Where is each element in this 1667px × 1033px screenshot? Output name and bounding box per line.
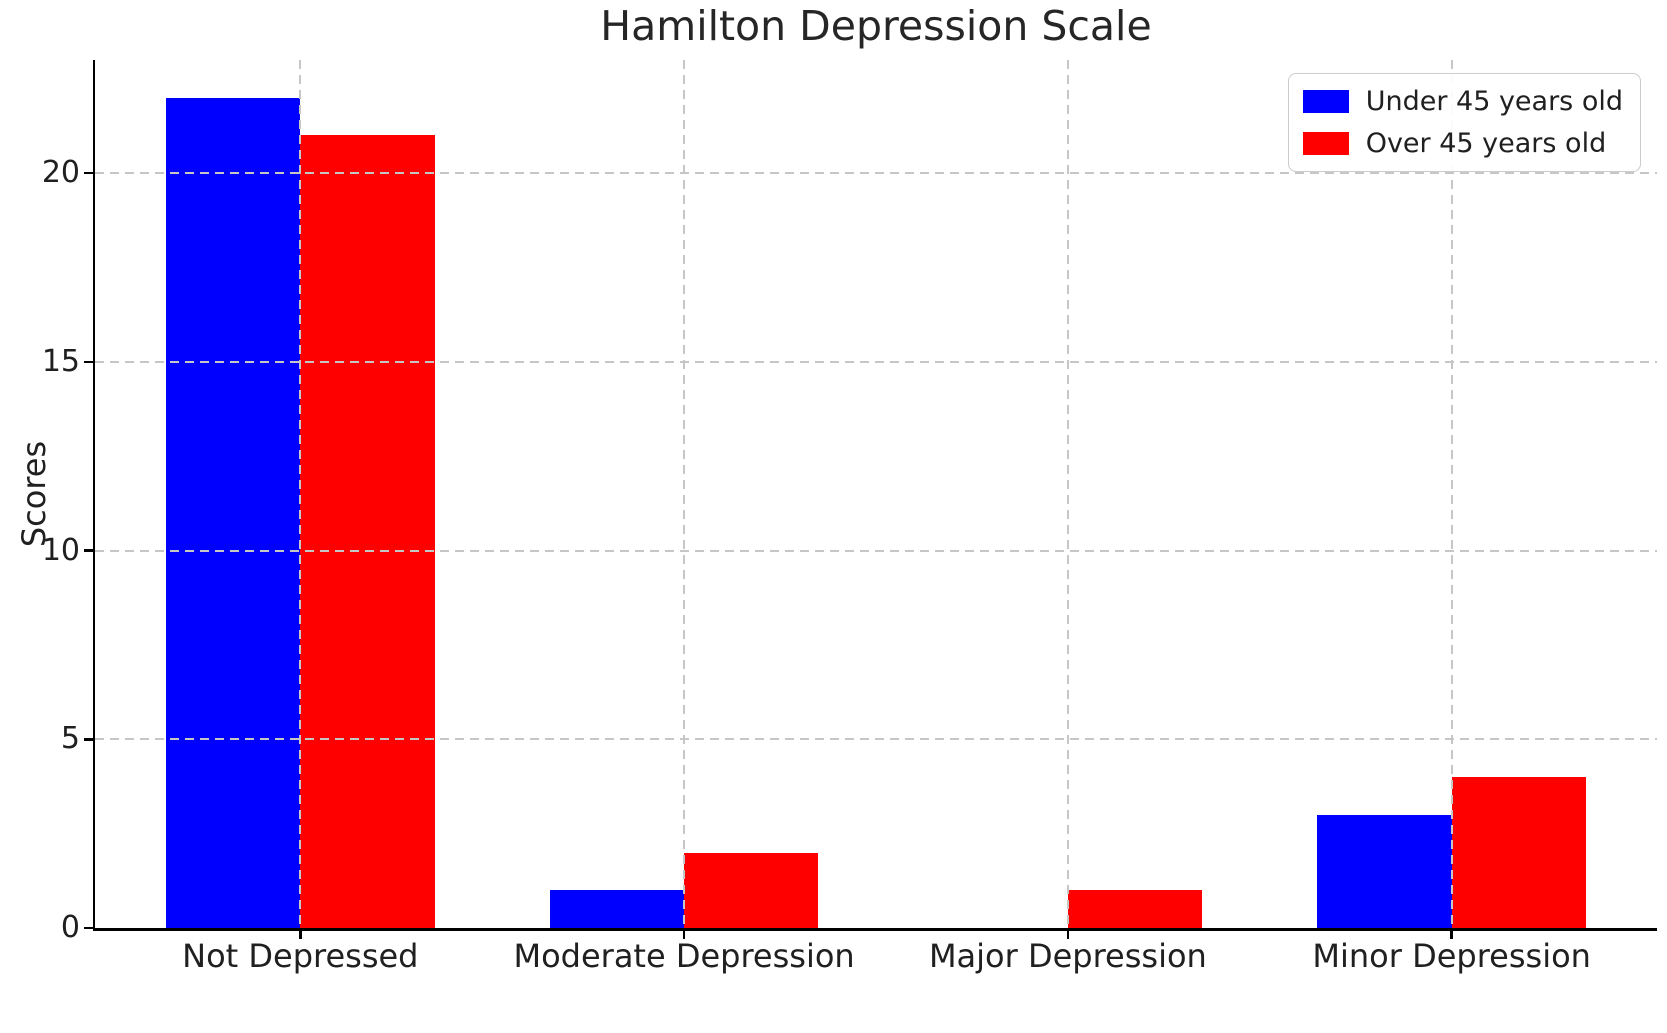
- x-tick-mark-moderate-depression: [682, 931, 686, 939]
- bar-over-45-years-old-major-depression: [1067, 890, 1203, 928]
- y-tick-label-15: 15: [41, 343, 80, 379]
- y-tick-label-10: 10: [41, 532, 80, 568]
- y-tick-label-0: 0: [60, 910, 80, 945]
- y-tick-label-20: 20: [41, 155, 80, 191]
- legend-swatch-under-45-years-old: [1302, 90, 1349, 113]
- plot-area: [95, 60, 1657, 928]
- legend-item-over-45-years-old: Over 45 years old: [1302, 127, 1623, 160]
- bar-over-45-years-old-moderate-depression: [684, 852, 819, 928]
- legend-item-under-45-years-old: Under 45 years old: [1302, 85, 1623, 118]
- bar-over-45-years-old-minor-depression: [1451, 777, 1586, 928]
- x-tick-mark-major-depression: [1066, 931, 1070, 939]
- x-tick-label-moderate-depression: Moderate Depression: [513, 937, 855, 975]
- bar-under-45-years-old-moderate-depression: [549, 890, 685, 928]
- x-tick-mark-not-depressed: [299, 931, 302, 939]
- x-tick-label-minor-depression: Minor Depression: [1312, 937, 1591, 975]
- y-axis-spine: [92, 60, 95, 931]
- y-tick-mark-10: [83, 549, 93, 552]
- y-tick-mark-15: [83, 360, 93, 364]
- legend-swatch-over-45-years-old: [1302, 132, 1349, 155]
- legend-label-over-45-years-old: Over 45 years old: [1365, 128, 1607, 159]
- chart-title: Hamilton Depression Scale: [600, 2, 1152, 50]
- x-tick-mark-minor-depression: [1450, 931, 1453, 939]
- y-tick-label-5: 5: [60, 721, 80, 757]
- y-tick-mark-20: [83, 171, 93, 175]
- bar-over-45-years-old-not-depressed: [300, 135, 435, 928]
- y-tick-mark-5: [83, 738, 93, 741]
- x-tick-label-major-depression: Major Depression: [928, 937, 1207, 975]
- bars-layer: [95, 60, 1657, 928]
- x-tick-label-not-depressed: Not Depressed: [182, 937, 419, 975]
- x-axis-spine: [92, 928, 1657, 931]
- y-tick-mark-0: [83, 926, 93, 930]
- bar-under-45-years-old-not-depressed: [166, 97, 301, 928]
- legend-label-under-45-years-old: Under 45 years old: [1365, 86, 1623, 117]
- legend: Under 45 years old Over 45 years old: [1287, 73, 1641, 172]
- bar-under-45-years-old-minor-depression: [1317, 814, 1452, 928]
